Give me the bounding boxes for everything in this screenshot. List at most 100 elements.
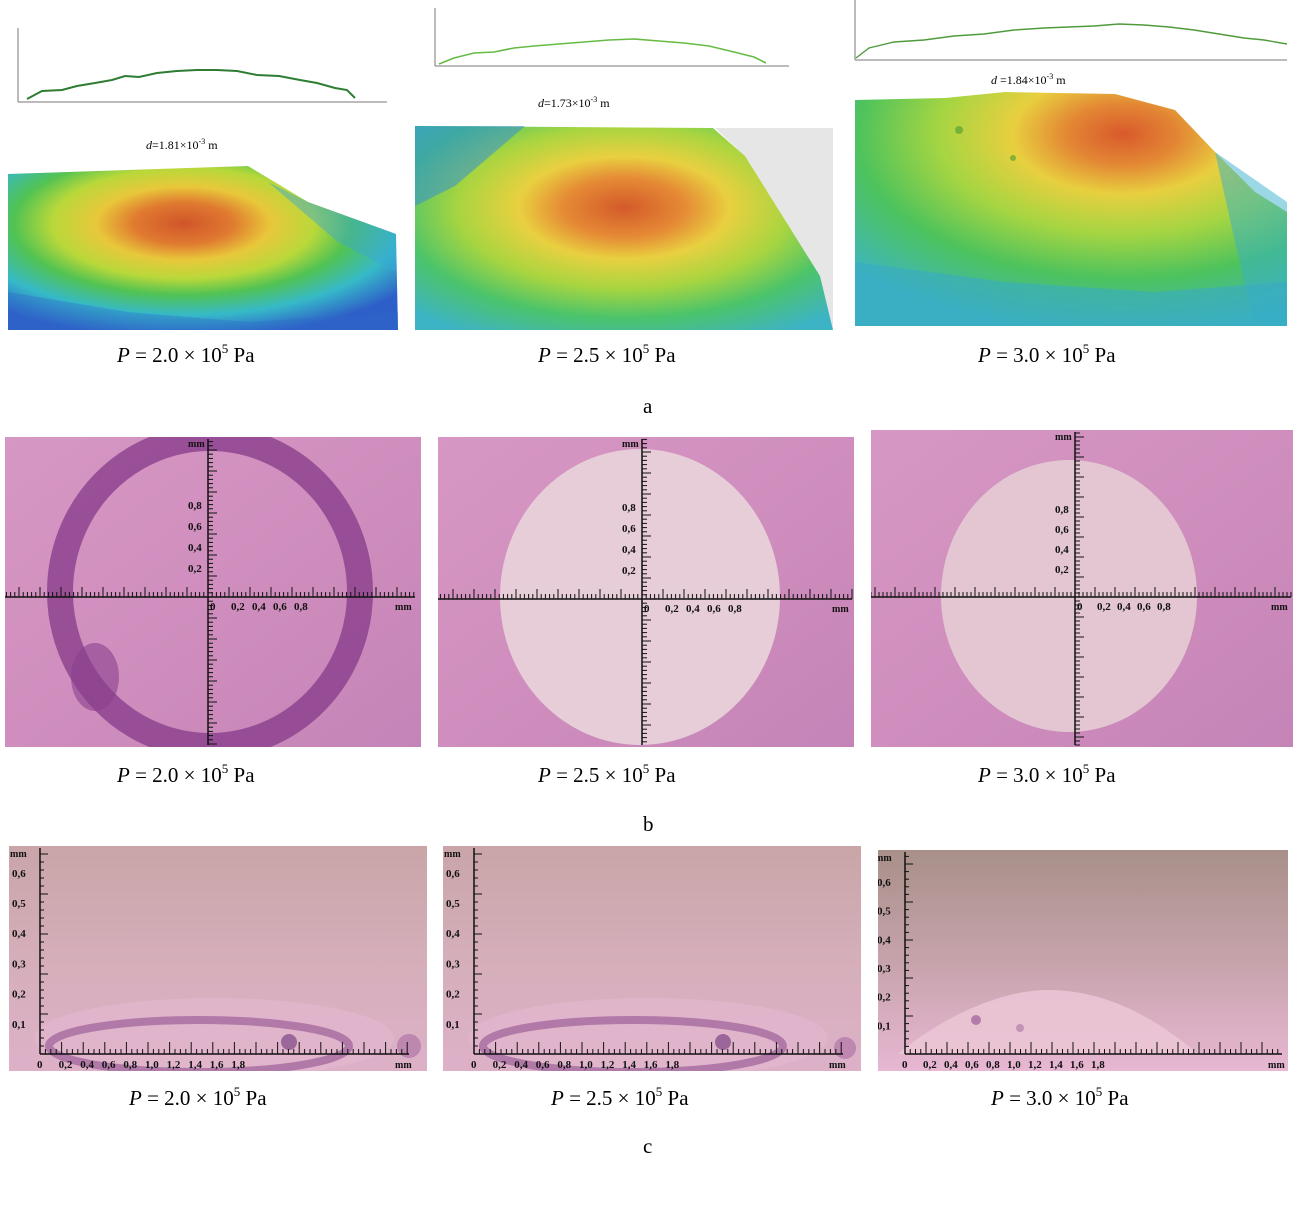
panel-label-b: b [643,812,654,836]
x-tick-label: 0,4 [686,603,700,615]
surface-heatmap-a1 [8,166,398,330]
y-tick-label: 0,3 [878,963,891,975]
x-tick-label: 0 [210,601,216,613]
x-tick-label: 0,6 [536,1059,550,1071]
x-tick-label: 0,4 [514,1059,528,1071]
pressure-caption-a1: P = 2.0 × 105 Pa [117,341,255,367]
y-tick-label: 0,6 [446,868,460,880]
y-tick-label: 0,1 [12,1019,26,1031]
panel-label-a: a [643,394,653,418]
x-tick-label: 1,2 [167,1059,181,1071]
surface-heatmap-a3 [855,92,1287,326]
thickness-label-a2: d=1.73×10-3 m [538,95,610,111]
x-tick-label: 1,6 [1070,1059,1084,1071]
y-tick-label: 0,3 [12,958,26,970]
y-tick-label: 0,6 [1055,524,1069,536]
y-tick-label: 0,4 [878,934,891,946]
x-tick-label: 1,4 [188,1059,202,1071]
x-tick-label: 0,8 [1157,601,1171,613]
y-tick-label: 0,2 [878,992,891,1004]
x-tick-label: 0,2 [493,1059,507,1071]
x-tick-label: 0,2 [1097,601,1111,613]
y-tick-label: 0,5 [878,906,891,918]
x-unit-label: mm [832,604,849,615]
y-unit-label: mm [444,849,461,860]
x-tick-label: 0,6 [707,603,721,615]
x-tick-label: 0,4 [80,1059,94,1071]
x-unit-label: mm [395,1060,412,1071]
x-tick-label: 0,2 [59,1059,73,1071]
profile-plot-a3 [854,0,1288,61]
x-unit-label: mm [1271,602,1288,613]
y-tick-label: 0,5 [12,898,26,910]
x-tick-label: 0 [902,1059,908,1071]
y-tick-label: 0,6 [878,877,891,889]
x-tick-label: 0,8 [294,601,308,613]
x-tick-label: 1,0 [145,1059,159,1071]
y-tick-label: 0,4 [1055,544,1069,556]
x-tick-label: 1,2 [601,1059,615,1071]
x-tick-label: 0,2 [665,603,679,615]
micrograph-c3: 0 0,2 0,4 0,6 0,8 1,0 1,2 1,4 1,6 1,8 0,6 0,5 0,4 0,3… [878,850,1288,1071]
x-tick-label: 1,6 [210,1059,224,1071]
pressure-caption-a2: P = 2.5 × 105 Pa [538,341,676,367]
y-tick-label: 0,2 [1055,564,1069,576]
x-tick-label: 1,4 [1049,1059,1063,1071]
thickness-label-a1: d=1.81×10-3 m [146,137,218,153]
y-tick-label: 0,8 [1055,504,1069,516]
y-tick-label: 0,2 [446,989,460,1001]
x-tick-label: 1,4 [622,1059,636,1071]
x-tick-label: 0 [37,1059,43,1071]
y-tick-label: 0,6 [188,521,202,533]
y-tick-label: 0,1 [878,1020,891,1032]
micrograph-c2: 0 0,2 0,4 0,6 0,8 1,0 1,2 1,4 1,6 1,8 0,6 0,5 0,4 0,3… [443,846,861,1071]
x-tick-label: 0,4 [252,601,266,613]
y-tick-label: 0,6 [622,523,636,535]
x-tick-label: 0,6 [965,1059,979,1071]
micrograph-c1: 0 0,2 0,4 0,6 0,8 1,0 1,2 1,4 1,6 1,8 0,6 0,5 0,4 0,3… [9,846,427,1071]
y-tick-label: 0,6 [12,868,26,880]
y-tick-label: 0,5 [446,898,460,910]
pressure-caption-a3: P = 3.0 × 105 Pa [978,341,1116,367]
pressure-caption-b3: P = 3.0 × 105 Pa [978,761,1116,787]
x-tick-label: 1,8 [231,1059,245,1071]
y-tick-label: 0,1 [446,1019,460,1031]
y-unit-label: mm [878,853,892,864]
x-tick-label: 0,8 [123,1059,137,1071]
x-tick-label: 0,2 [923,1059,937,1071]
x-tick-label: 1,6 [644,1059,658,1071]
pressure-caption-c1: P = 2.0 × 105 Pa [129,1084,267,1110]
y-unit-label: mm [188,439,205,450]
pressure-caption-c3: P = 3.0 × 105 Pa [991,1084,1129,1110]
y-tick-label: 0,4 [12,928,26,940]
x-tick-label: 1,2 [1028,1059,1042,1071]
y-tick-label: 0,8 [188,500,202,512]
x-tick-label: 1,8 [1091,1059,1105,1071]
y-tick-label: 0,4 [188,542,202,554]
y-tick-label: 0,4 [446,928,460,940]
y-tick-label: 0,2 [188,563,202,575]
pressure-caption-c2: P = 2.5 × 105 Pa [551,1084,689,1110]
y-unit-label: mm [1055,432,1072,443]
x-tick-label: 0,8 [728,603,742,615]
micrograph-b1: 0 0,2 0,4 0,6 0,8 0,8 0,6 0,4 0,2 mm mm [5,437,421,747]
profile-plot-a2 [434,8,789,67]
y-unit-label: mm [622,439,639,450]
x-unit-label: mm [1268,1060,1285,1071]
x-tick-label: 0,8 [986,1059,1000,1071]
x-tick-label: 0,4 [944,1059,958,1071]
x-tick-label: 0,6 [273,601,287,613]
profile-plot-a1 [17,28,387,103]
x-tick-label: 0 [644,603,650,615]
micrograph-b2: 0 0,2 0,4 0,6 0,8 0,8 0,6 0,4 0,2 mm mm [438,437,854,747]
pressure-caption-b1: P = 2.0 × 105 Pa [117,761,255,787]
x-unit-label: mm [395,602,412,613]
x-tick-label: 0,4 [1117,601,1131,613]
y-tick-label: 0,3 [446,958,460,970]
x-tick-label: 1,0 [579,1059,593,1071]
y-tick-label: 0,8 [622,502,636,514]
panel-label-c: c [643,1134,653,1158]
y-unit-label: mm [10,849,27,860]
x-unit-label: mm [829,1060,846,1071]
x-tick-label: 0,2 [231,601,245,613]
